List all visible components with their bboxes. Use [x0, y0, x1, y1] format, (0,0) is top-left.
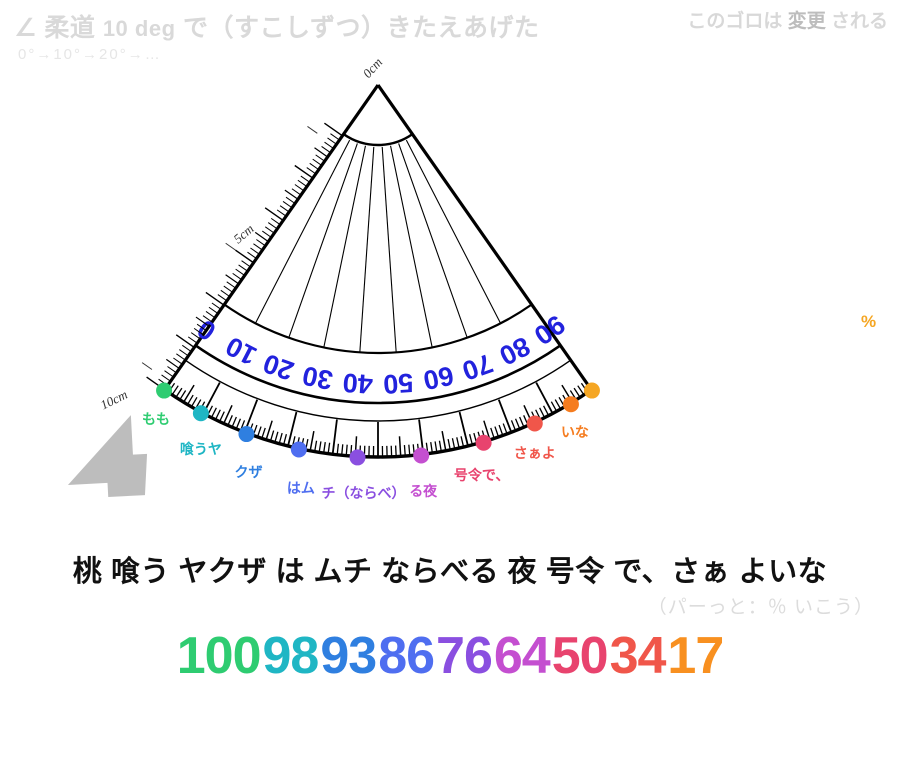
data-point-100[interactable] — [156, 382, 173, 399]
headline-angle-step: 10 deg — [102, 16, 176, 41]
data-point-93[interactable] — [238, 426, 255, 443]
data-point-label-100: もも — [142, 410, 171, 427]
data-point-pct[interactable] — [583, 382, 600, 399]
top-right-strong: 変更 — [787, 11, 826, 32]
data-point-label-50: 号令で、 — [453, 466, 510, 483]
data-point-label-98: 喰うヤ — [179, 441, 222, 458]
data-point-64[interactable] — [413, 447, 430, 464]
percent-label: % — [861, 312, 877, 331]
angle-label-50: 50 — [382, 367, 414, 399]
direction-arrow-icon — [67, 415, 148, 498]
value-100: 100 — [176, 627, 262, 685]
data-point-50[interactable] — [475, 434, 492, 451]
top-right-note: このゴロは 変更 される — [687, 6, 888, 33]
value-98: 98 — [262, 627, 320, 685]
data-point-76[interactable] — [349, 449, 366, 466]
top-right-suffix: される — [825, 11, 888, 32]
data-point-label-86: はム — [286, 479, 315, 496]
value-17: 17 — [667, 627, 724, 685]
value-50: 50 — [551, 627, 609, 685]
data-point-86[interactable] — [290, 441, 307, 458]
value-34: 34 — [609, 627, 667, 685]
headline-prefix: ∠ 柔道 — [14, 14, 103, 42]
data-point-label-17: いな — [560, 424, 589, 441]
data-point-label-34: さぁよ — [513, 445, 556, 462]
angle-label-30: 30 — [300, 360, 335, 395]
data-point-98[interactable] — [192, 405, 209, 422]
value-64: 64 — [493, 627, 551, 685]
mnemonic-sentence: 桃 喰う ヤクザ は ムチ ならべる 夜 号令 で、さぁ よいな — [72, 556, 828, 588]
headline-suffix: で（すこしずつ）きたえあげた — [175, 14, 540, 42]
mnemonic-subtitle: （パーっと：％ いこう） — [647, 597, 874, 618]
data-point-label-93: クザ — [234, 464, 263, 481]
angle-label-40: 40 — [342, 367, 374, 399]
data-point-label-64: る夜 — [409, 483, 438, 500]
top-right-prefix: このゴロは — [687, 11, 788, 32]
value-86: 86 — [378, 627, 435, 685]
data-point-label-76: チ（ならべ） — [321, 485, 406, 502]
data-point-17[interactable] — [562, 396, 579, 413]
value-93: 93 — [320, 627, 377, 685]
data-point-34[interactable] — [526, 415, 543, 432]
value-row: 1009893867664503417 — [0, 626, 900, 686]
headline: ∠ 柔道 10 deg で（すこしずつ）きたえあげた — [14, 8, 539, 44]
headline-subtitle: 0°→10°→20°→… — [18, 46, 162, 63]
angle-label-60: 60 — [421, 360, 456, 395]
value-76: 76 — [436, 627, 493, 685]
